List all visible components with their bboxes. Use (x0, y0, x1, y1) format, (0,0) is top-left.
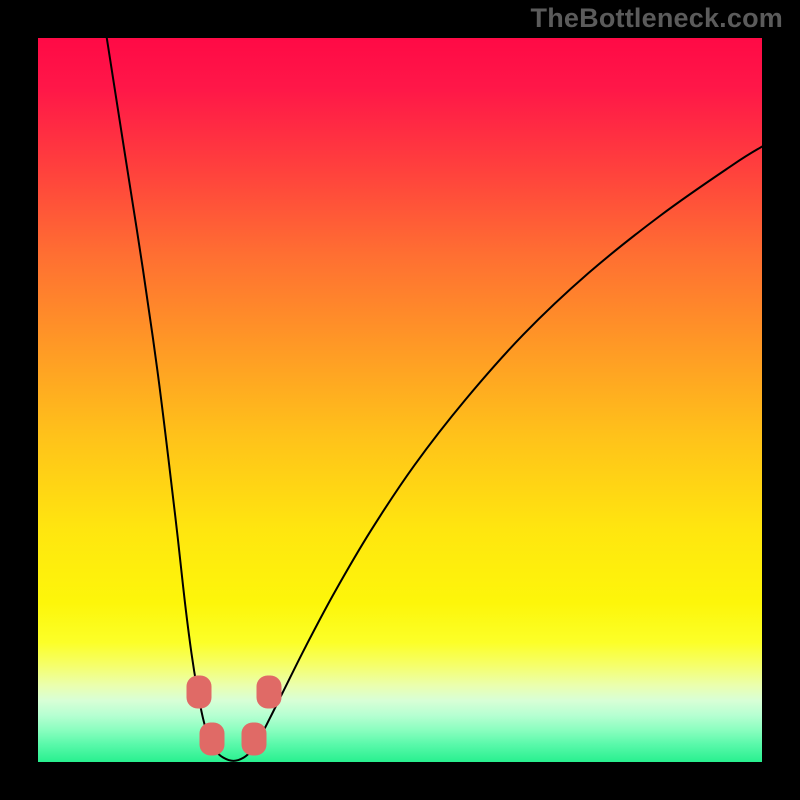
curve-marker (199, 722, 224, 755)
curve-marker (187, 675, 212, 708)
bottleneck-curve (107, 38, 762, 761)
plot-area (38, 38, 762, 762)
watermark-text: TheBottleneck.com (531, 3, 783, 34)
curve-marker (256, 675, 281, 708)
chart-frame: TheBottleneck.com (0, 0, 800, 800)
curve-marker (241, 722, 266, 755)
curve-layer (38, 38, 762, 762)
